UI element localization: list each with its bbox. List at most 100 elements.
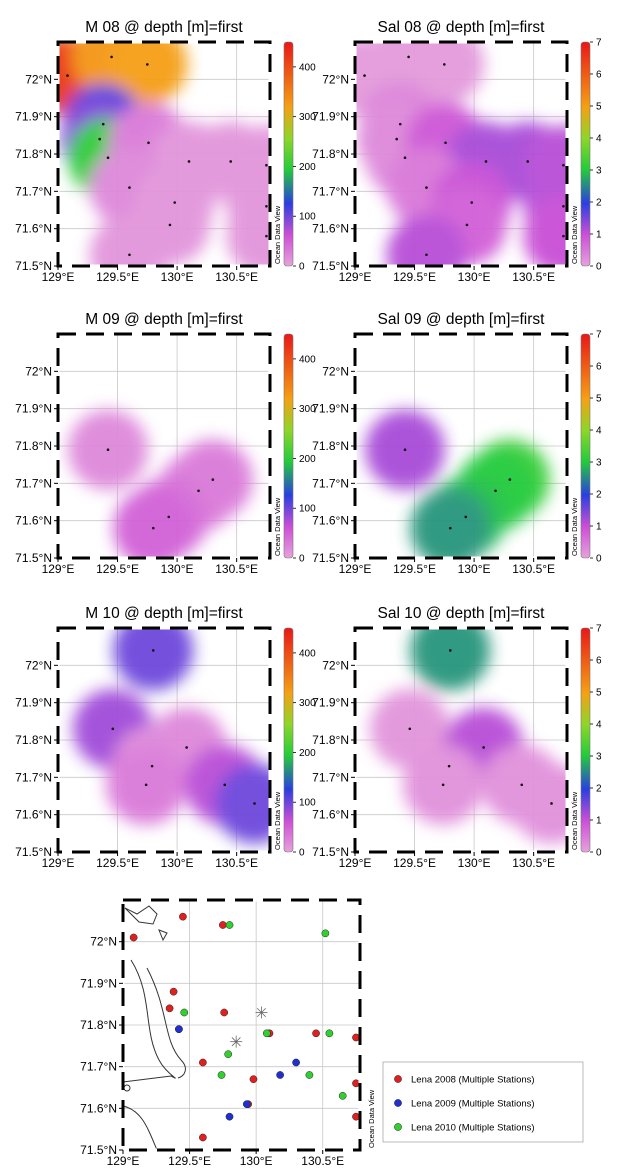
station-point — [407, 55, 410, 59]
colorbar-tick-label: 6 — [596, 362, 602, 373]
station-point — [562, 234, 565, 238]
station-2010 — [180, 1008, 189, 1017]
reference-star-icon — [230, 1035, 243, 1048]
x-tick-label: 130°E — [240, 1154, 273, 1168]
y-tick-label: 71.7°N — [15, 770, 52, 784]
station-point — [403, 448, 407, 452]
station-point — [151, 526, 155, 530]
y-tick-label: 71.7°N — [15, 476, 52, 490]
map-panel-sal-2009: Sal 09 @ depth [m]=first 129°E 129.5°E 130°… — [312, 311, 602, 576]
colorbar-tick-label: 100 — [299, 212, 316, 223]
station-point — [526, 160, 529, 163]
station-point — [398, 122, 402, 126]
legend-box — [382, 1061, 584, 1143]
y-tick-label: 72°N — [90, 935, 117, 949]
colorbar — [580, 41, 591, 267]
colorbar-tick-label: 400 — [299, 648, 316, 659]
x-tick-label: 130.5°E — [512, 270, 555, 284]
colorbar-tick-label: 0 — [596, 554, 602, 565]
station-point — [151, 649, 155, 652]
x-tick-label: 129.5°E — [96, 562, 139, 576]
colorbar-tick-label: 7 — [596, 624, 602, 635]
legend-marker — [394, 1099, 402, 1107]
station-2009 — [276, 1071, 284, 1079]
y-tick-label: 71.5°N — [15, 259, 52, 273]
station-point — [465, 223, 469, 227]
y-tick-label: 71.6°N — [15, 808, 52, 822]
station-point — [147, 141, 150, 145]
station-point — [448, 649, 452, 652]
field-blob — [386, 214, 467, 266]
station-point — [187, 160, 191, 163]
colorbar-tick-label: 7 — [596, 38, 602, 49]
station-point — [144, 783, 148, 787]
colorbar-tick-label: 5 — [596, 102, 602, 113]
station-point — [464, 515, 468, 519]
station-point — [395, 137, 398, 141]
field-blob — [523, 196, 567, 266]
x-tick-label: 130.5°E — [215, 270, 258, 284]
colorbar-tick-label: 400 — [299, 62, 316, 73]
field-blob — [113, 488, 194, 558]
y-tick-label: 71.5°N — [312, 845, 349, 859]
station-2009 — [225, 1112, 234, 1121]
x-tick-label: 130.5°E — [215, 856, 258, 870]
colorbar-tick-label: 200 — [299, 748, 316, 759]
colorbar-tick-label: 300 — [299, 112, 316, 123]
y-tick-label: 71.7°N — [312, 770, 349, 784]
station-2008 — [165, 1004, 174, 1013]
colorbar-tick-label: 4 — [596, 720, 602, 731]
colorbar-tick-label: 2 — [596, 784, 602, 795]
station-point — [403, 156, 407, 160]
ocean-data-view-watermark: Ocean Data View — [273, 205, 282, 264]
station-point — [265, 204, 268, 208]
x-tick-label: 129°E — [107, 1154, 140, 1168]
station-2010 — [224, 1050, 233, 1059]
colorbar-tick-label: 0 — [299, 262, 305, 273]
colorbar — [283, 627, 294, 853]
colorbar-tick-label: 0 — [299, 848, 305, 859]
y-tick-label: 71.6°N — [312, 514, 349, 528]
field-blob — [214, 763, 270, 844]
field-blob — [410, 488, 491, 558]
station-2008 — [249, 1075, 258, 1084]
y-tick-label: 72°N — [322, 72, 349, 86]
colorbar-tick-label: 2 — [596, 490, 602, 501]
y-tick-label: 71.6°N — [312, 808, 349, 822]
x-tick-label: 130°E — [458, 562, 491, 576]
field-blob — [404, 42, 485, 105]
field-blob — [113, 628, 194, 691]
x-tick-label: 130°E — [161, 856, 194, 870]
map-panel-m-2009: M 09 @ depth [m]=first 129°E 129.5°E 130°E 1… — [15, 311, 316, 576]
station-point — [128, 186, 131, 189]
station-point — [265, 234, 268, 238]
y-tick-label: 71.7°N — [312, 476, 349, 490]
y-tick-label: 72°N — [322, 364, 349, 378]
panel-title: Sal 09 @ depth [m]=first — [378, 311, 546, 328]
station-2010 — [325, 1029, 334, 1038]
station-point — [66, 74, 69, 77]
station-point — [482, 746, 485, 749]
x-tick-label: 130°E — [458, 856, 491, 870]
colorbar-tick-label: 1 — [596, 522, 602, 533]
station-point — [447, 764, 451, 768]
station-map: 129°E 129.5°E 130°E 130.5°E 71.5°N 71.6°N 71.7… — [80, 898, 584, 1168]
field-blob — [410, 628, 491, 691]
station-point — [229, 160, 232, 163]
y-tick-label: 72°N — [25, 72, 52, 86]
map-panel-sal-2008: Sal 08 @ depth [m]=first 129°E 129.5°E 130°… — [312, 19, 602, 284]
colorbar-tick-label: 3 — [596, 752, 602, 763]
y-tick-label: 71.9°N — [312, 696, 349, 710]
station-point — [101, 122, 105, 126]
panel-title: M 10 @ depth [m]=first — [85, 605, 243, 622]
colorbar-tick-label: 6 — [596, 656, 602, 667]
colorbar-tick-label: 2 — [596, 198, 602, 209]
station-point — [441, 783, 445, 787]
interpolated-field — [355, 42, 567, 266]
y-tick-label: 71.5°N — [312, 551, 349, 565]
y-tick-label: 72°N — [322, 658, 349, 672]
colorbar-tick-label: 3 — [596, 458, 602, 469]
y-tick-label: 71.8°N — [312, 147, 349, 161]
colorbar-tick-label: 0 — [596, 262, 602, 273]
